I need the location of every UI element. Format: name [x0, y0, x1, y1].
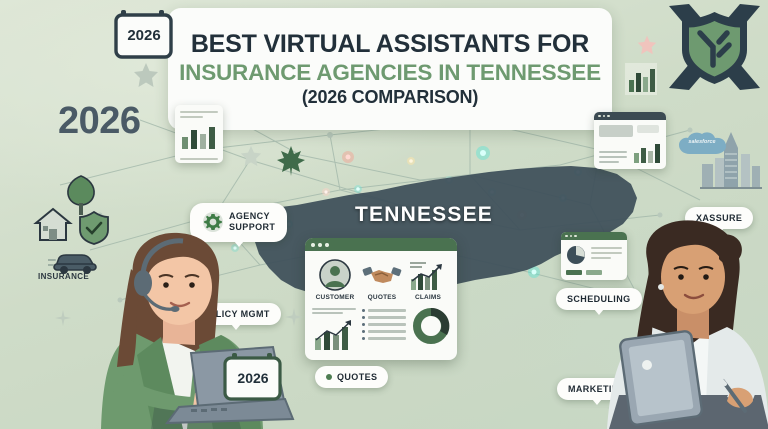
title-line-3: (2026 COMPARISON): [301, 87, 479, 107]
shield-x-logo: [669, 4, 760, 90]
car-icon: [48, 254, 97, 274]
calendar-top-left-year: 2026: [127, 27, 161, 44]
badge-scheduling[interactable]: SCHEDULING: [556, 288, 642, 315]
mini-titlebar-green: [561, 232, 627, 240]
gear-icon: [203, 212, 223, 233]
cloud-logo-badge: salesforce: [676, 130, 728, 165]
dashboard-tile-claims-label: CLAIMS: [414, 294, 442, 301]
handshake-icon: [362, 266, 402, 283]
person-right-agent: [607, 220, 768, 429]
badge-policy-mgmt-label: POLICY MGMT: [202, 309, 270, 319]
main-dashboard-card: CUSTOMER QUOTES: [305, 238, 457, 360]
tree-icon: [67, 175, 95, 215]
mini-titlebar: [594, 112, 666, 120]
sparkle-icon: [55, 310, 71, 326]
growth-chart-icon: [410, 262, 442, 290]
star-icon: [240, 145, 262, 167]
calendar-top-left: 2026: [113, 8, 175, 65]
title-card: BEST VIRTUAL ASSISTANTS FOR INSURANCE AG…: [168, 8, 612, 130]
city-skyline-icon: [700, 132, 762, 189]
badge-quotes[interactable]: QUOTES: [315, 366, 389, 388]
avatar-icon: [319, 259, 351, 291]
badge-agency-support-line2: SUPPORT: [229, 222, 276, 233]
person-left-agent: [101, 232, 295, 429]
bar-chart-icon: [625, 63, 657, 95]
dashboard-tile-quotes: QUOTES: [358, 257, 406, 301]
dashboard-tile-customer-label: CUSTOMER: [315, 294, 355, 301]
house-icon: [33, 207, 73, 241]
dashboard-tile-quotes-label: QUOTES: [367, 294, 397, 301]
mini-list: [362, 305, 406, 340]
big-year-text: 2026: [58, 100, 141, 142]
badge-xassure-label: XASSURE: [696, 213, 743, 223]
badge-quotes-label: QUOTES: [337, 372, 378, 382]
title-line-1: BEST VIRTUAL ASSISTANTS FOR: [190, 30, 590, 58]
badge-marketing-label: MARKETING: [568, 384, 627, 394]
donut-chart: [413, 308, 450, 344]
badge-agency-support[interactable]: AGENCY SUPPORT: [190, 203, 288, 246]
star-icon: [637, 35, 657, 55]
dot-icon: [326, 374, 332, 380]
dashboard-tile-claims: CLAIMS: [406, 259, 450, 301]
mini-bar-chart: [315, 320, 351, 350]
sparkle-icon: [285, 308, 303, 326]
dashboard-tile-customer: CUSTOMER: [312, 258, 358, 301]
map-state-label: TENNESSEE: [355, 203, 493, 226]
insurance-label: INSURANCE: [38, 272, 90, 281]
title-line-2: INSURANCE AGENCIES IN TENNESSEE: [179, 60, 601, 85]
badge-scheduling-label: SCHEDULING: [567, 294, 631, 304]
mini-report-card-left: [175, 105, 223, 163]
mini-dashboard-card-top-right: [594, 112, 666, 169]
badge-agency-support-line1: AGENCY: [229, 211, 270, 221]
calendar-laptop-year: 2026: [237, 370, 269, 386]
star-icon: [134, 63, 158, 87]
shield-check-icon: [79, 210, 109, 245]
calendar-laptop: 2026: [222, 352, 284, 407]
mini-dashboard-card-right: [561, 232, 627, 280]
cloud-logo-label: salesforce: [688, 139, 716, 145]
maple-leaf-icon: [277, 146, 305, 176]
dashboard-titlebar: [305, 238, 457, 251]
